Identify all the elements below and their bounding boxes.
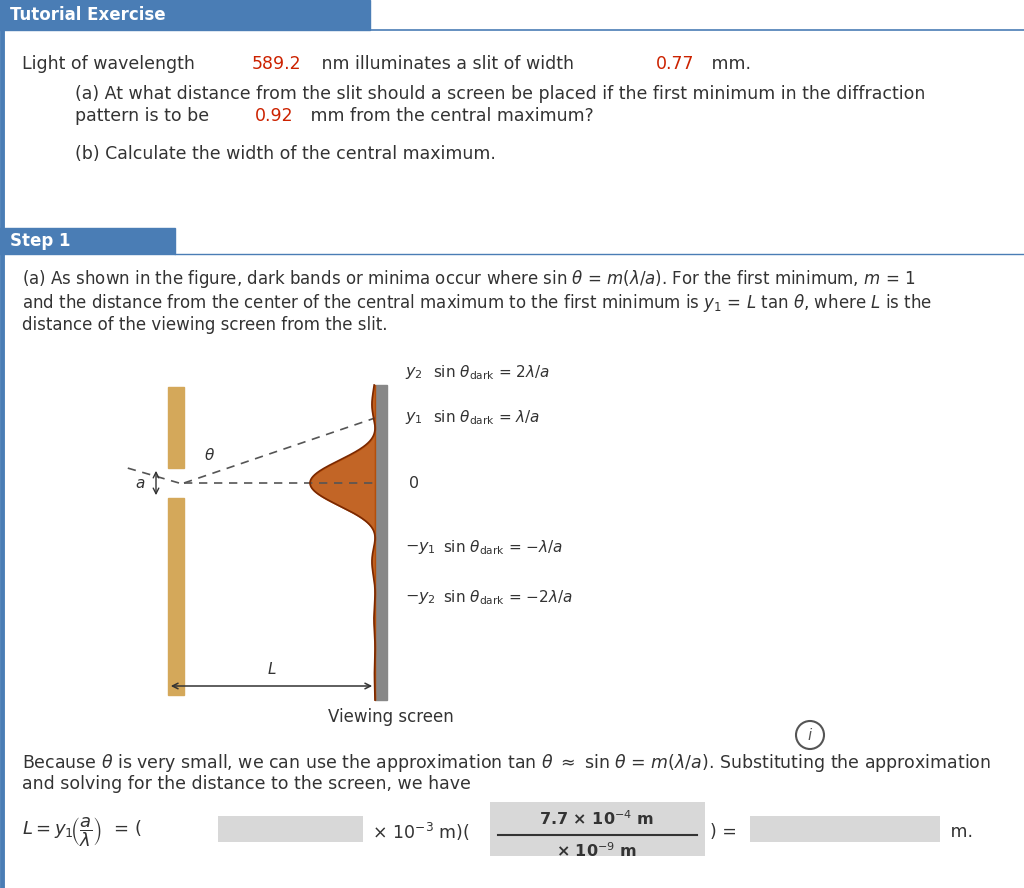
Text: Because $\theta$ is very small, we can use the approximation tan $\theta$ $\appr: Because $\theta$ is very small, we can u… bbox=[22, 752, 991, 774]
Bar bbox=[0, 228, 175, 254]
Bar bbox=[218, 816, 362, 842]
Text: $-y_2$: $-y_2$ bbox=[406, 590, 436, 606]
Text: and the distance from the center of the central maximum to the first minimum is : and the distance from the center of the … bbox=[22, 292, 932, 314]
Text: (b) Calculate the width of the central maximum.: (b) Calculate the width of the central m… bbox=[75, 145, 496, 163]
Text: Tutorial Exercise: Tutorial Exercise bbox=[10, 6, 166, 24]
Text: ) =: ) = bbox=[710, 823, 737, 841]
Bar bbox=[0, 0, 370, 30]
Text: Step 1: Step 1 bbox=[10, 232, 71, 250]
Bar bbox=[168, 498, 184, 695]
Text: (a) At what distance from the slit should a screen be placed if the first minimu: (a) At what distance from the slit shoul… bbox=[75, 85, 926, 103]
Text: mm.: mm. bbox=[706, 55, 751, 73]
Text: 0: 0 bbox=[409, 475, 419, 490]
Bar bbox=[750, 816, 940, 842]
Text: sin $\theta_{\mathregular{dark}}$ = $-\lambda$/$a$: sin $\theta_{\mathregular{dark}}$ = $-\l… bbox=[443, 539, 563, 558]
Text: 589.2: 589.2 bbox=[252, 55, 302, 73]
Text: × 10$^{-3}$ m)(: × 10$^{-3}$ m)( bbox=[367, 821, 470, 843]
Text: $L$: $L$ bbox=[266, 661, 276, 677]
Text: $-y_1$: $-y_1$ bbox=[406, 540, 436, 556]
Text: 7.7 × 10$^{-4}$ m: 7.7 × 10$^{-4}$ m bbox=[540, 810, 654, 829]
Text: pattern is to be: pattern is to be bbox=[75, 107, 215, 125]
Bar bbox=[490, 802, 705, 856]
Text: Viewing screen: Viewing screen bbox=[328, 708, 454, 726]
Text: nm illuminates a slit of width: nm illuminates a slit of width bbox=[316, 55, 580, 73]
Text: i: i bbox=[808, 727, 812, 742]
Text: mm from the central maximum?: mm from the central maximum? bbox=[305, 107, 594, 125]
Text: a: a bbox=[135, 475, 144, 490]
Text: (a) As shown in the figure, dark bands or minima occur where sin $\theta$ = $m$(: (a) As shown in the figure, dark bands o… bbox=[22, 268, 915, 290]
Text: $L = y_1\!\left(\dfrac{a}{\lambda}\right)$  = (: $L = y_1\!\left(\dfrac{a}{\lambda}\right… bbox=[22, 815, 141, 849]
Text: distance of the viewing screen from the slit.: distance of the viewing screen from the … bbox=[22, 316, 387, 334]
Text: sin $\theta_{\mathregular{dark}}$ = $\lambda$/$a$: sin $\theta_{\mathregular{dark}}$ = $\la… bbox=[433, 408, 541, 427]
Text: sin $\theta_{\mathregular{dark}}$ = 2$\lambda$/$a$: sin $\theta_{\mathregular{dark}}$ = 2$\l… bbox=[433, 364, 550, 383]
Text: 0.92: 0.92 bbox=[255, 107, 294, 125]
Bar bbox=[168, 387, 184, 468]
Bar bbox=[375, 385, 387, 700]
Text: $y_2$: $y_2$ bbox=[406, 365, 423, 381]
Text: $\theta$: $\theta$ bbox=[204, 447, 215, 463]
Text: m.: m. bbox=[945, 823, 973, 841]
Text: and solving for the distance to the screen, we have: and solving for the distance to the scre… bbox=[22, 775, 471, 793]
Text: $y_1$: $y_1$ bbox=[406, 410, 423, 426]
Text: Light of wavelength: Light of wavelength bbox=[22, 55, 201, 73]
Text: sin $\theta_{\mathregular{dark}}$ = $-$2$\lambda$/$a$: sin $\theta_{\mathregular{dark}}$ = $-$2… bbox=[443, 589, 572, 607]
Text: 0.77: 0.77 bbox=[656, 55, 694, 73]
Text: × 10$^{-9}$ m: × 10$^{-9}$ m bbox=[556, 842, 638, 860]
